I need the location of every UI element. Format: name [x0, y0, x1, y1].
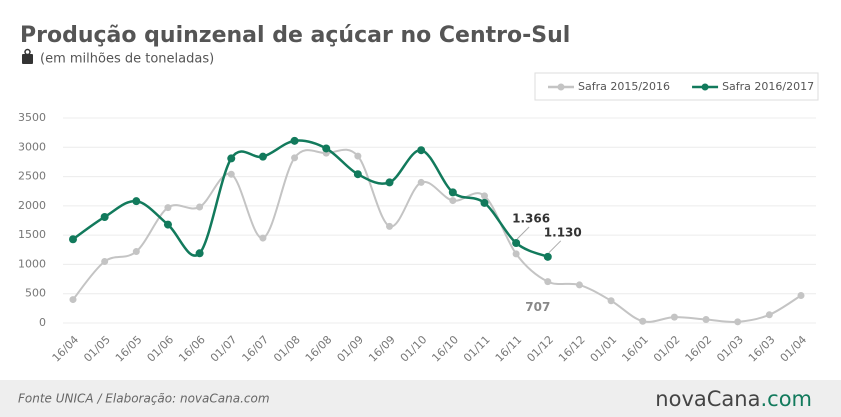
- point: [195, 249, 204, 258]
- point: [290, 136, 299, 145]
- logo-name: novaCana: [655, 387, 760, 411]
- point: [322, 144, 331, 153]
- point: [69, 296, 77, 304]
- y-tick-label: 3000: [18, 140, 46, 153]
- point: [607, 297, 615, 305]
- point: [639, 317, 647, 325]
- chart-subtitle: (em milhões de toneladas): [40, 52, 214, 67]
- source: Fonte UNICA / Elaboração: novaCana.com: [18, 392, 270, 406]
- point: [259, 234, 267, 242]
- point: [417, 146, 426, 155]
- value-label: 1.130: [544, 225, 582, 239]
- point: [448, 188, 457, 197]
- point: [227, 170, 235, 178]
- logo-suffix: .com: [760, 387, 812, 411]
- point: [543, 252, 552, 261]
- point: [797, 291, 805, 299]
- point: [480, 198, 489, 207]
- y-tick-label: 2500: [18, 170, 46, 183]
- point: [69, 235, 77, 244]
- value-label: 1.366: [512, 211, 550, 225]
- point: [227, 154, 236, 163]
- point: [512, 238, 521, 247]
- point: [544, 278, 552, 286]
- point: [132, 248, 140, 256]
- legend-marker: [701, 83, 709, 91]
- point: [354, 152, 362, 160]
- series-line: [72, 139, 549, 258]
- point: [132, 197, 141, 206]
- legend-label: Safra 2016/2017: [722, 80, 814, 93]
- point: [575, 281, 583, 289]
- point: [480, 192, 488, 200]
- y-tick-label: 2000: [18, 199, 46, 212]
- y-tick-label: 500: [25, 287, 46, 300]
- point: [449, 197, 457, 205]
- point: [353, 170, 362, 179]
- y-tick-label: 0: [39, 316, 46, 329]
- point: [765, 311, 773, 319]
- y-tick-label: 1000: [18, 257, 46, 270]
- point: [385, 178, 394, 187]
- point: [100, 212, 109, 221]
- point: [164, 204, 172, 212]
- leader-line: [516, 226, 530, 240]
- y-tick-label: 1500: [18, 228, 46, 241]
- legend-label: Safra 2015/2016: [578, 80, 670, 93]
- point: [670, 313, 678, 321]
- legend-marker: [557, 83, 565, 91]
- point: [196, 203, 204, 211]
- logo: novaCana.com: [655, 387, 812, 411]
- point: [417, 178, 425, 186]
- leader-line: [548, 240, 562, 254]
- point: [386, 222, 394, 230]
- point: [258, 152, 267, 161]
- value-label: 707: [525, 300, 550, 314]
- weight-icon: [22, 48, 33, 64]
- y-tick-label: 3500: [18, 111, 46, 124]
- point: [734, 318, 742, 326]
- point: [163, 220, 172, 229]
- chart-title: Produção quinzenal de açúcar no Centro-S…: [20, 23, 570, 48]
- point: [291, 154, 299, 162]
- point: [512, 250, 520, 258]
- legend-box: [534, 72, 819, 101]
- point: [702, 315, 710, 323]
- footer: [0, 380, 841, 417]
- point: [101, 258, 109, 265]
